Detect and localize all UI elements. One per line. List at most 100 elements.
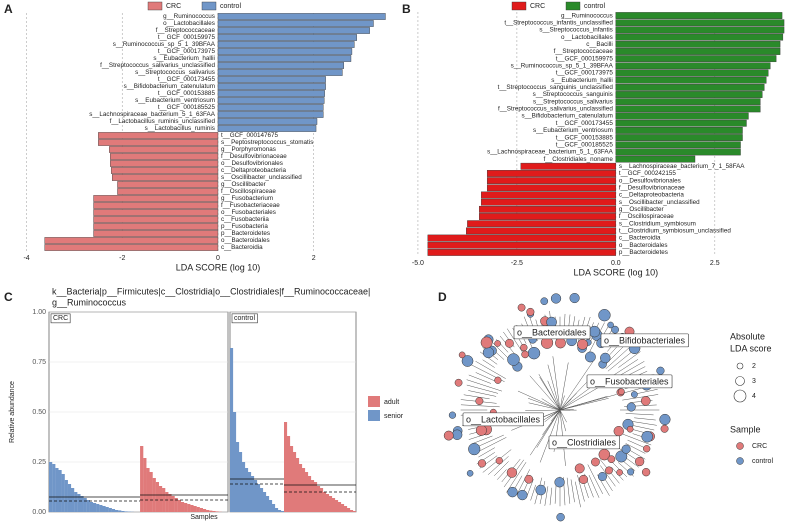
- bar: [110, 153, 219, 160]
- clade-node: [631, 391, 638, 398]
- clade-node: [617, 388, 625, 396]
- y-tick-label: 0.50: [32, 409, 46, 416]
- bar: [263, 492, 267, 512]
- x-tick-label: -2: [119, 255, 125, 262]
- branch: [618, 351, 641, 368]
- bar: [70, 488, 75, 512]
- bar: [344, 506, 348, 512]
- category-label: s__Streptococcus_salivarius: [533, 98, 613, 105]
- bar: [49, 462, 53, 512]
- bar: [61, 474, 65, 512]
- bar: [98, 139, 219, 146]
- bar: [217, 34, 357, 41]
- clade-label-box: [513, 325, 591, 340]
- branch: [587, 464, 603, 495]
- category-label: s__Streptococcus_infantis: [539, 27, 613, 34]
- bar: [83, 498, 87, 512]
- bar: [427, 241, 617, 249]
- clade-node: [526, 307, 535, 316]
- branch: [552, 356, 561, 411]
- category-label: o__Lactobacillales: [163, 20, 215, 27]
- category-label: p__Fusobacteria: [221, 223, 268, 230]
- branch: [475, 372, 497, 382]
- branch: [529, 409, 561, 456]
- bar: [93, 202, 219, 209]
- bar: [158, 486, 163, 512]
- clade-node: [641, 468, 651, 477]
- bar: [245, 468, 249, 512]
- branch: [559, 398, 572, 411]
- y-tick-label: 0.00: [32, 509, 46, 516]
- bar: [467, 220, 617, 228]
- bar: [146, 468, 150, 512]
- bar: [217, 55, 352, 62]
- branch: [627, 439, 645, 448]
- bar: [615, 19, 785, 27]
- bar: [102, 506, 106, 512]
- bar: [143, 458, 147, 512]
- clade-node: [569, 292, 580, 304]
- branch: [466, 384, 499, 394]
- bar: [615, 33, 784, 41]
- branch: [506, 462, 527, 493]
- category-label: o__Bacteroidales: [619, 242, 668, 249]
- category-label: f__Lactobacillus_ruminis_unclassified: [110, 118, 216, 125]
- bar: [251, 476, 255, 512]
- legend-label: senior: [384, 413, 404, 420]
- bar: [308, 476, 312, 512]
- panel-letter: D: [438, 290, 447, 304]
- category-label: t__GCF_000173975: [158, 48, 216, 55]
- clade-node: [521, 350, 529, 359]
- category-label: s__Bifidobacterium_catenulatum: [124, 83, 215, 90]
- branch: [550, 409, 561, 417]
- category-label: f__Streptococcus_salivarius_unclassified: [100, 62, 215, 69]
- bar: [341, 504, 345, 512]
- clade-node: [458, 351, 466, 359]
- branch: [549, 487, 553, 506]
- color-key: [736, 442, 744, 450]
- legend-label: control: [220, 3, 241, 10]
- category-label: t__GCF_000159975: [556, 55, 614, 62]
- bar: [118, 510, 122, 512]
- bar: [124, 511, 128, 512]
- clade-node: [574, 463, 585, 474]
- category-label: s__Eubacterium_hallii: [153, 55, 215, 62]
- bar: [260, 488, 264, 512]
- clade-node: [641, 430, 653, 443]
- bar: [332, 498, 336, 512]
- bar: [323, 492, 327, 512]
- branch: [622, 433, 652, 446]
- bar: [111, 167, 219, 174]
- bar: [217, 118, 318, 125]
- bar: [105, 507, 109, 512]
- category-label: t__GCF_000173975: [556, 70, 614, 77]
- category-label: g__Oscillibacter: [221, 181, 266, 188]
- legend-label: CRC: [166, 3, 181, 10]
- branch: [633, 425, 655, 431]
- category-label: f__Oscillospiraceae: [619, 213, 674, 220]
- branch: [478, 447, 495, 458]
- x-axis-title: LDA SCORE (log 10): [176, 262, 261, 272]
- clade-node: [577, 338, 589, 350]
- bar: [44, 244, 219, 251]
- category-label: t__Streptococcus_infantis_unclassified: [504, 19, 613, 26]
- legend-label: adult: [384, 399, 399, 406]
- bar: [615, 48, 781, 55]
- category-label: g__Fusobacterium: [221, 195, 273, 202]
- clade-node: [482, 346, 495, 359]
- bar: [281, 511, 285, 512]
- clade-node: [598, 309, 611, 322]
- clade-node: [626, 425, 634, 433]
- bar: [217, 104, 324, 111]
- branch: [528, 402, 561, 411]
- branch: [472, 435, 493, 444]
- bar: [193, 506, 197, 512]
- bar: [190, 505, 194, 512]
- bar: [486, 177, 617, 185]
- bar: [290, 446, 294, 512]
- bar: [236, 442, 240, 512]
- clade-node: [626, 402, 636, 412]
- clade-node: [621, 444, 631, 454]
- bar: [58, 470, 62, 512]
